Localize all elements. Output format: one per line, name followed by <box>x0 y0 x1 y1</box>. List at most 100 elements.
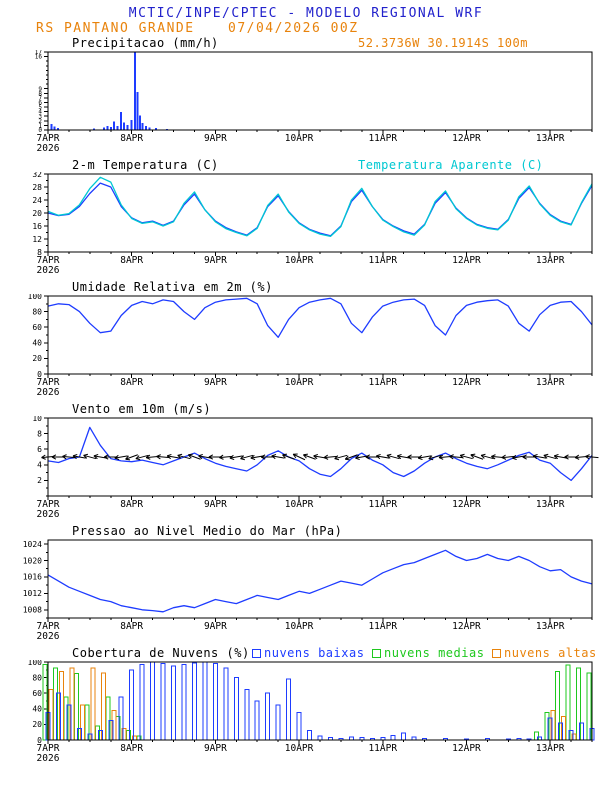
svg-text:9: 9 <box>38 86 42 93</box>
svg-text:2: 2 <box>38 118 42 125</box>
svg-text:11APR: 11APR <box>368 743 397 754</box>
apparent-temperature-label: Temperatura Aparente (C) <box>358 158 544 172</box>
svg-text:12APR: 12APR <box>452 133 481 144</box>
svg-text:2026: 2026 <box>37 753 60 764</box>
pressure-title-row: Pressao ao Nivel Medio do Mar (hPa) <box>0 524 612 538</box>
svg-text:9APR: 9APR <box>204 499 227 510</box>
svg-text:13APR: 13APR <box>536 499 565 510</box>
chart-temperature: 2-m Temperatura (C) Temperatura Aparente… <box>0 158 612 280</box>
humidity-title-row: Umidade Relativa em 2m (%) <box>0 280 612 294</box>
report-header: MCTIC/INPE/CPTEC - MODELO REGIONAL WRF R… <box>0 4 612 36</box>
svg-text:8: 8 <box>37 248 42 257</box>
svg-text:2026: 2026 <box>37 631 60 642</box>
svg-text:1012: 1012 <box>23 589 42 598</box>
svg-text:32: 32 <box>32 172 42 179</box>
svg-text:7APR: 7APR <box>37 377 60 388</box>
svg-text:20: 20 <box>32 720 42 729</box>
high-clouds-swatch-icon <box>492 649 501 658</box>
svg-text:9APR: 9APR <box>204 255 227 266</box>
svg-text:60: 60 <box>32 689 42 698</box>
svg-text:40: 40 <box>32 339 42 348</box>
svg-text:1008: 1008 <box>23 606 42 615</box>
svg-text:28: 28 <box>32 183 42 192</box>
svg-text:10APR: 10APR <box>285 133 314 144</box>
svg-text:12APR: 12APR <box>452 743 481 754</box>
svg-text:2: 2 <box>37 476 42 485</box>
mid-clouds-swatch-icon <box>372 649 381 658</box>
model-title: MCTIC/INPE/CPTEC - MODELO REGIONAL WRF <box>128 6 484 21</box>
svg-text:13APR: 13APR <box>536 255 565 266</box>
svg-text:7: 7 <box>38 95 42 102</box>
chart-relative-humidity: Umidade Relativa em 2m (%) 7APR 2026 8APR 9… <box>0 280 612 402</box>
svg-text:4: 4 <box>38 109 42 116</box>
svg-text:4: 4 <box>37 461 42 470</box>
high-clouds-legend-label: nuvens altas <box>504 646 597 660</box>
svg-text:11APR: 11APR <box>368 621 397 632</box>
legend-low-clouds: nuvens baixas <box>252 646 364 660</box>
svg-text:1016: 1016 <box>23 573 42 582</box>
svg-text:40: 40 <box>32 705 42 714</box>
chart-cloud-cover: Cobertura de Nuvens (%) nuvens baixas nu… <box>0 646 612 768</box>
svg-text:80: 80 <box>32 307 42 316</box>
precipitation-chart-title: Precipitacao (mm/h) <box>72 36 219 50</box>
svg-text:10APR: 10APR <box>285 621 314 632</box>
svg-text:100: 100 <box>28 294 43 301</box>
svg-text:20: 20 <box>32 209 42 218</box>
svg-text:1: 1 <box>38 123 42 130</box>
pressure-chart-title: Pressao ao Nivel Medio do Mar (hPa) <box>72 524 343 538</box>
svg-text:13APR: 13APR <box>536 377 565 388</box>
svg-text:2026: 2026 <box>37 509 60 520</box>
wind-title-row: Vento em 10m (m/s) <box>0 402 612 416</box>
precipitation-title-row: Precipitacao (mm/h) 52.3736W 30.1914S 10… <box>0 36 612 50</box>
svg-text:12APR: 12APR <box>452 621 481 632</box>
svg-text:7APR: 7APR <box>37 743 60 754</box>
humidity-chart-title: Umidade Relativa em 2m (%) <box>72 280 273 294</box>
svg-text:0: 0 <box>38 127 42 134</box>
svg-text:12APR: 12APR <box>452 377 481 388</box>
svg-text:1024: 1024 <box>23 540 42 549</box>
temperature-chart-title: 2-m Temperatura (C) <box>72 158 219 172</box>
svg-text:8: 8 <box>37 429 42 438</box>
svg-text:2026: 2026 <box>37 265 60 276</box>
svg-text:100: 100 <box>28 660 43 667</box>
temperature-title-row: 2-m Temperatura (C) Temperatura Aparente… <box>0 158 612 172</box>
svg-text:0: 0 <box>37 736 42 745</box>
svg-text:7APR: 7APR <box>37 621 60 632</box>
svg-text:8APR: 8APR <box>120 133 143 144</box>
svg-text:8APR: 8APR <box>120 255 143 266</box>
svg-text:16: 16 <box>32 222 42 231</box>
svg-text:12: 12 <box>32 235 42 244</box>
svg-text:10: 10 <box>32 416 42 423</box>
svg-text:2026: 2026 <box>37 387 60 398</box>
svg-text:10APR: 10APR <box>285 377 314 388</box>
svg-text:13APR: 13APR <box>536 743 565 754</box>
svg-text:7APR: 7APR <box>37 255 60 266</box>
svg-text:9APR: 9APR <box>204 621 227 632</box>
svg-text:20: 20 <box>32 354 42 363</box>
cloud-chart-title: Cobertura de Nuvens (%) <box>72 646 250 660</box>
svg-text:24: 24 <box>32 196 42 205</box>
svg-text:13APR: 13APR <box>536 621 565 632</box>
svg-text:12APR: 12APR <box>452 499 481 510</box>
svg-text:3: 3 <box>38 113 42 120</box>
svg-text:17: 17 <box>35 50 43 56</box>
svg-text:11APR: 11APR <box>368 377 397 388</box>
svg-text:2026: 2026 <box>37 143 60 154</box>
svg-text:10APR: 10APR <box>285 255 314 266</box>
svg-text:11APR: 11APR <box>368 499 397 510</box>
mid-clouds-legend-label: nuvens medias <box>384 646 485 660</box>
svg-text:1020: 1020 <box>23 556 42 565</box>
location-label: 52.3736W 30.1914S 100m <box>358 36 528 50</box>
svg-text:6: 6 <box>37 445 42 454</box>
svg-text:0: 0 <box>37 370 42 379</box>
wind-chart-title: Vento em 10m (m/s) <box>72 402 212 416</box>
svg-text:12APR: 12APR <box>452 255 481 266</box>
chart-wind: Vento em 10m (m/s) 7APR 2026 8APR 9APR 10APR… <box>0 402 612 524</box>
svg-text:9APR: 9APR <box>204 133 227 144</box>
svg-text:8APR: 8APR <box>120 743 143 754</box>
